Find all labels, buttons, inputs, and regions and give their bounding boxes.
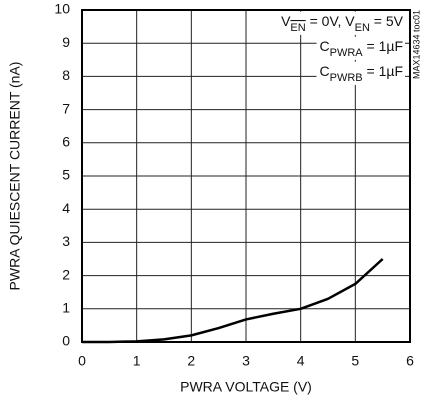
y-axis-label: PWRA QUIESCENT CURRENT (nA) xyxy=(7,62,23,291)
x-tick-label: 0 xyxy=(78,353,86,369)
x-tick-label: 3 xyxy=(242,353,250,369)
annotation-background xyxy=(316,61,405,85)
annotation-part: C xyxy=(320,63,330,79)
plot-frame xyxy=(81,9,411,343)
y-tick-label: 3 xyxy=(62,233,70,249)
x-tick-label: 6 xyxy=(406,353,414,369)
y-tick-label: 6 xyxy=(62,134,70,150)
x-tick-label: 5 xyxy=(351,353,359,369)
annotation-part: = 5V xyxy=(370,13,404,29)
y-tick-label: 4 xyxy=(62,200,70,216)
annotation-background xyxy=(316,36,405,60)
annotation-background xyxy=(278,11,406,35)
annotation-part: V xyxy=(281,13,291,29)
y-tick-label: 9 xyxy=(62,34,70,50)
x-tick-label: 1 xyxy=(133,353,141,369)
x-tick-label: 4 xyxy=(297,353,305,369)
annotation-part: C xyxy=(320,38,330,54)
data-line xyxy=(82,258,384,344)
annotation: CPWRB = 1µF xyxy=(320,63,403,84)
annotation-part: PWRA xyxy=(330,47,364,59)
side-note: MAX14634 toc01 xyxy=(411,10,421,79)
annotation-part: EN xyxy=(290,22,305,34)
annotation-part: = 1µF xyxy=(363,38,403,54)
x-tick-label: 2 xyxy=(187,353,195,369)
y-tick-label: 10 xyxy=(54,1,70,17)
annotation-part: = 0V, V xyxy=(306,13,356,29)
y-tick-label: 5 xyxy=(62,167,70,183)
annotation: VEN = 0V, VEN = 5V xyxy=(281,13,404,34)
annotation-part: EN xyxy=(355,22,370,34)
annotation: CPWRA = 1µF xyxy=(320,38,403,59)
y-tick-label: 7 xyxy=(62,100,70,116)
y-tick-label: 1 xyxy=(62,300,70,316)
y-tick-label: 2 xyxy=(62,266,70,282)
y-tick-label: 0 xyxy=(62,333,70,349)
x-axis-label: PWRA VOLTAGE (V) xyxy=(180,379,312,395)
annotation-part: = 1µF xyxy=(363,63,403,79)
y-tick-label: 8 xyxy=(62,67,70,83)
annotation-part: PWRB xyxy=(330,72,363,84)
